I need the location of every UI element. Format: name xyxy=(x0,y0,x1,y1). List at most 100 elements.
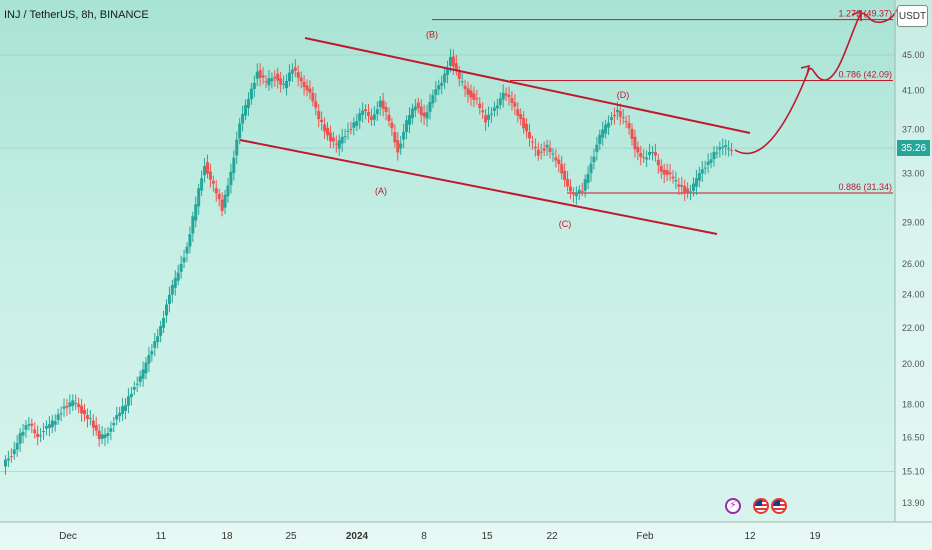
candle xyxy=(419,99,423,123)
candle xyxy=(489,107,493,123)
candle xyxy=(200,170,204,196)
candle xyxy=(270,72,274,89)
candle xyxy=(118,406,122,423)
candle xyxy=(369,108,373,126)
candle xyxy=(112,416,116,433)
candle xyxy=(331,131,335,148)
candle xyxy=(167,286,171,313)
candle xyxy=(355,113,359,132)
lightning-icon[interactable]: ⚡ xyxy=(725,498,741,514)
candle xyxy=(501,84,505,108)
candle xyxy=(261,67,265,85)
candle xyxy=(346,122,350,140)
candle xyxy=(425,104,429,127)
candle xyxy=(466,81,470,103)
time-tick-label: Feb xyxy=(636,531,654,542)
time-tick-label: 2024 xyxy=(346,531,369,542)
candle xyxy=(528,123,532,147)
candle xyxy=(18,428,22,452)
candle xyxy=(437,79,441,96)
candle xyxy=(264,75,268,88)
candle xyxy=(601,121,605,146)
candle xyxy=(460,72,464,87)
candle xyxy=(159,320,163,343)
candle xyxy=(463,79,467,97)
candle xyxy=(434,81,438,103)
candle xyxy=(311,86,315,107)
candle xyxy=(589,155,593,182)
candle xyxy=(668,164,672,181)
price-tick-label: 45.00 xyxy=(902,50,925,60)
us-flag-icon[interactable] xyxy=(771,498,787,514)
candle xyxy=(393,124,397,148)
candle xyxy=(730,142,734,156)
candle xyxy=(548,140,552,159)
candle xyxy=(422,104,426,125)
candle xyxy=(188,226,192,254)
candle xyxy=(557,154,561,173)
candle xyxy=(197,183,201,215)
candle xyxy=(302,75,306,96)
candle xyxy=(504,87,508,102)
candle xyxy=(290,63,294,82)
time-tick-label: Dec xyxy=(59,531,77,542)
candle xyxy=(416,97,420,114)
us-flag-icon[interactable] xyxy=(753,498,769,514)
candle xyxy=(126,388,130,414)
candle xyxy=(662,163,666,184)
candle xyxy=(273,70,277,87)
candle xyxy=(633,129,637,158)
candle xyxy=(539,143,543,160)
candle xyxy=(607,115,611,136)
candle xyxy=(156,328,160,349)
candle xyxy=(83,403,87,422)
candle xyxy=(536,142,540,161)
price-axis[interactable]: 45.00 41.00 37.00 33.00 29.00 26.00 24.00 22.00… xyxy=(894,0,932,522)
time-axis[interactable]: Dec 11 18 25 2024 8 15 22 Feb 12 19 xyxy=(0,521,932,550)
candle xyxy=(642,148,646,164)
price-tick-label: 29.00 xyxy=(902,218,925,228)
candle xyxy=(238,117,242,145)
candle xyxy=(645,150,649,168)
candle xyxy=(595,136,599,161)
candle xyxy=(574,186,578,205)
candle xyxy=(683,179,687,201)
candle xyxy=(378,96,382,116)
candle xyxy=(516,102,520,123)
channel-upper-line xyxy=(304,37,751,134)
candle xyxy=(246,92,250,116)
candle xyxy=(323,117,327,140)
time-tick-label: 18 xyxy=(221,531,233,542)
candle xyxy=(205,154,209,179)
currency-button[interactable]: USDT xyxy=(897,5,928,27)
candle xyxy=(80,399,84,422)
candle xyxy=(317,104,321,128)
price-tick-label: 16.50 xyxy=(902,433,925,443)
candle xyxy=(33,422,37,439)
candle xyxy=(358,108,362,130)
candle xyxy=(258,63,262,87)
candle xyxy=(610,112,613,126)
candle xyxy=(440,75,444,95)
candle xyxy=(164,299,168,323)
candle xyxy=(276,67,280,89)
candle xyxy=(3,455,7,475)
candle xyxy=(194,196,198,228)
candle xyxy=(656,153,660,174)
candle xyxy=(65,398,69,416)
candle xyxy=(545,139,549,156)
candle xyxy=(399,135,403,155)
candle xyxy=(569,178,573,200)
candle xyxy=(727,140,731,157)
candle xyxy=(150,343,154,362)
candle xyxy=(30,418,34,434)
candle xyxy=(604,119,608,139)
candle xyxy=(407,107,411,134)
candle xyxy=(59,406,63,422)
candle xyxy=(147,346,151,372)
candle xyxy=(583,174,587,198)
candle xyxy=(560,156,564,180)
candle xyxy=(208,163,212,188)
